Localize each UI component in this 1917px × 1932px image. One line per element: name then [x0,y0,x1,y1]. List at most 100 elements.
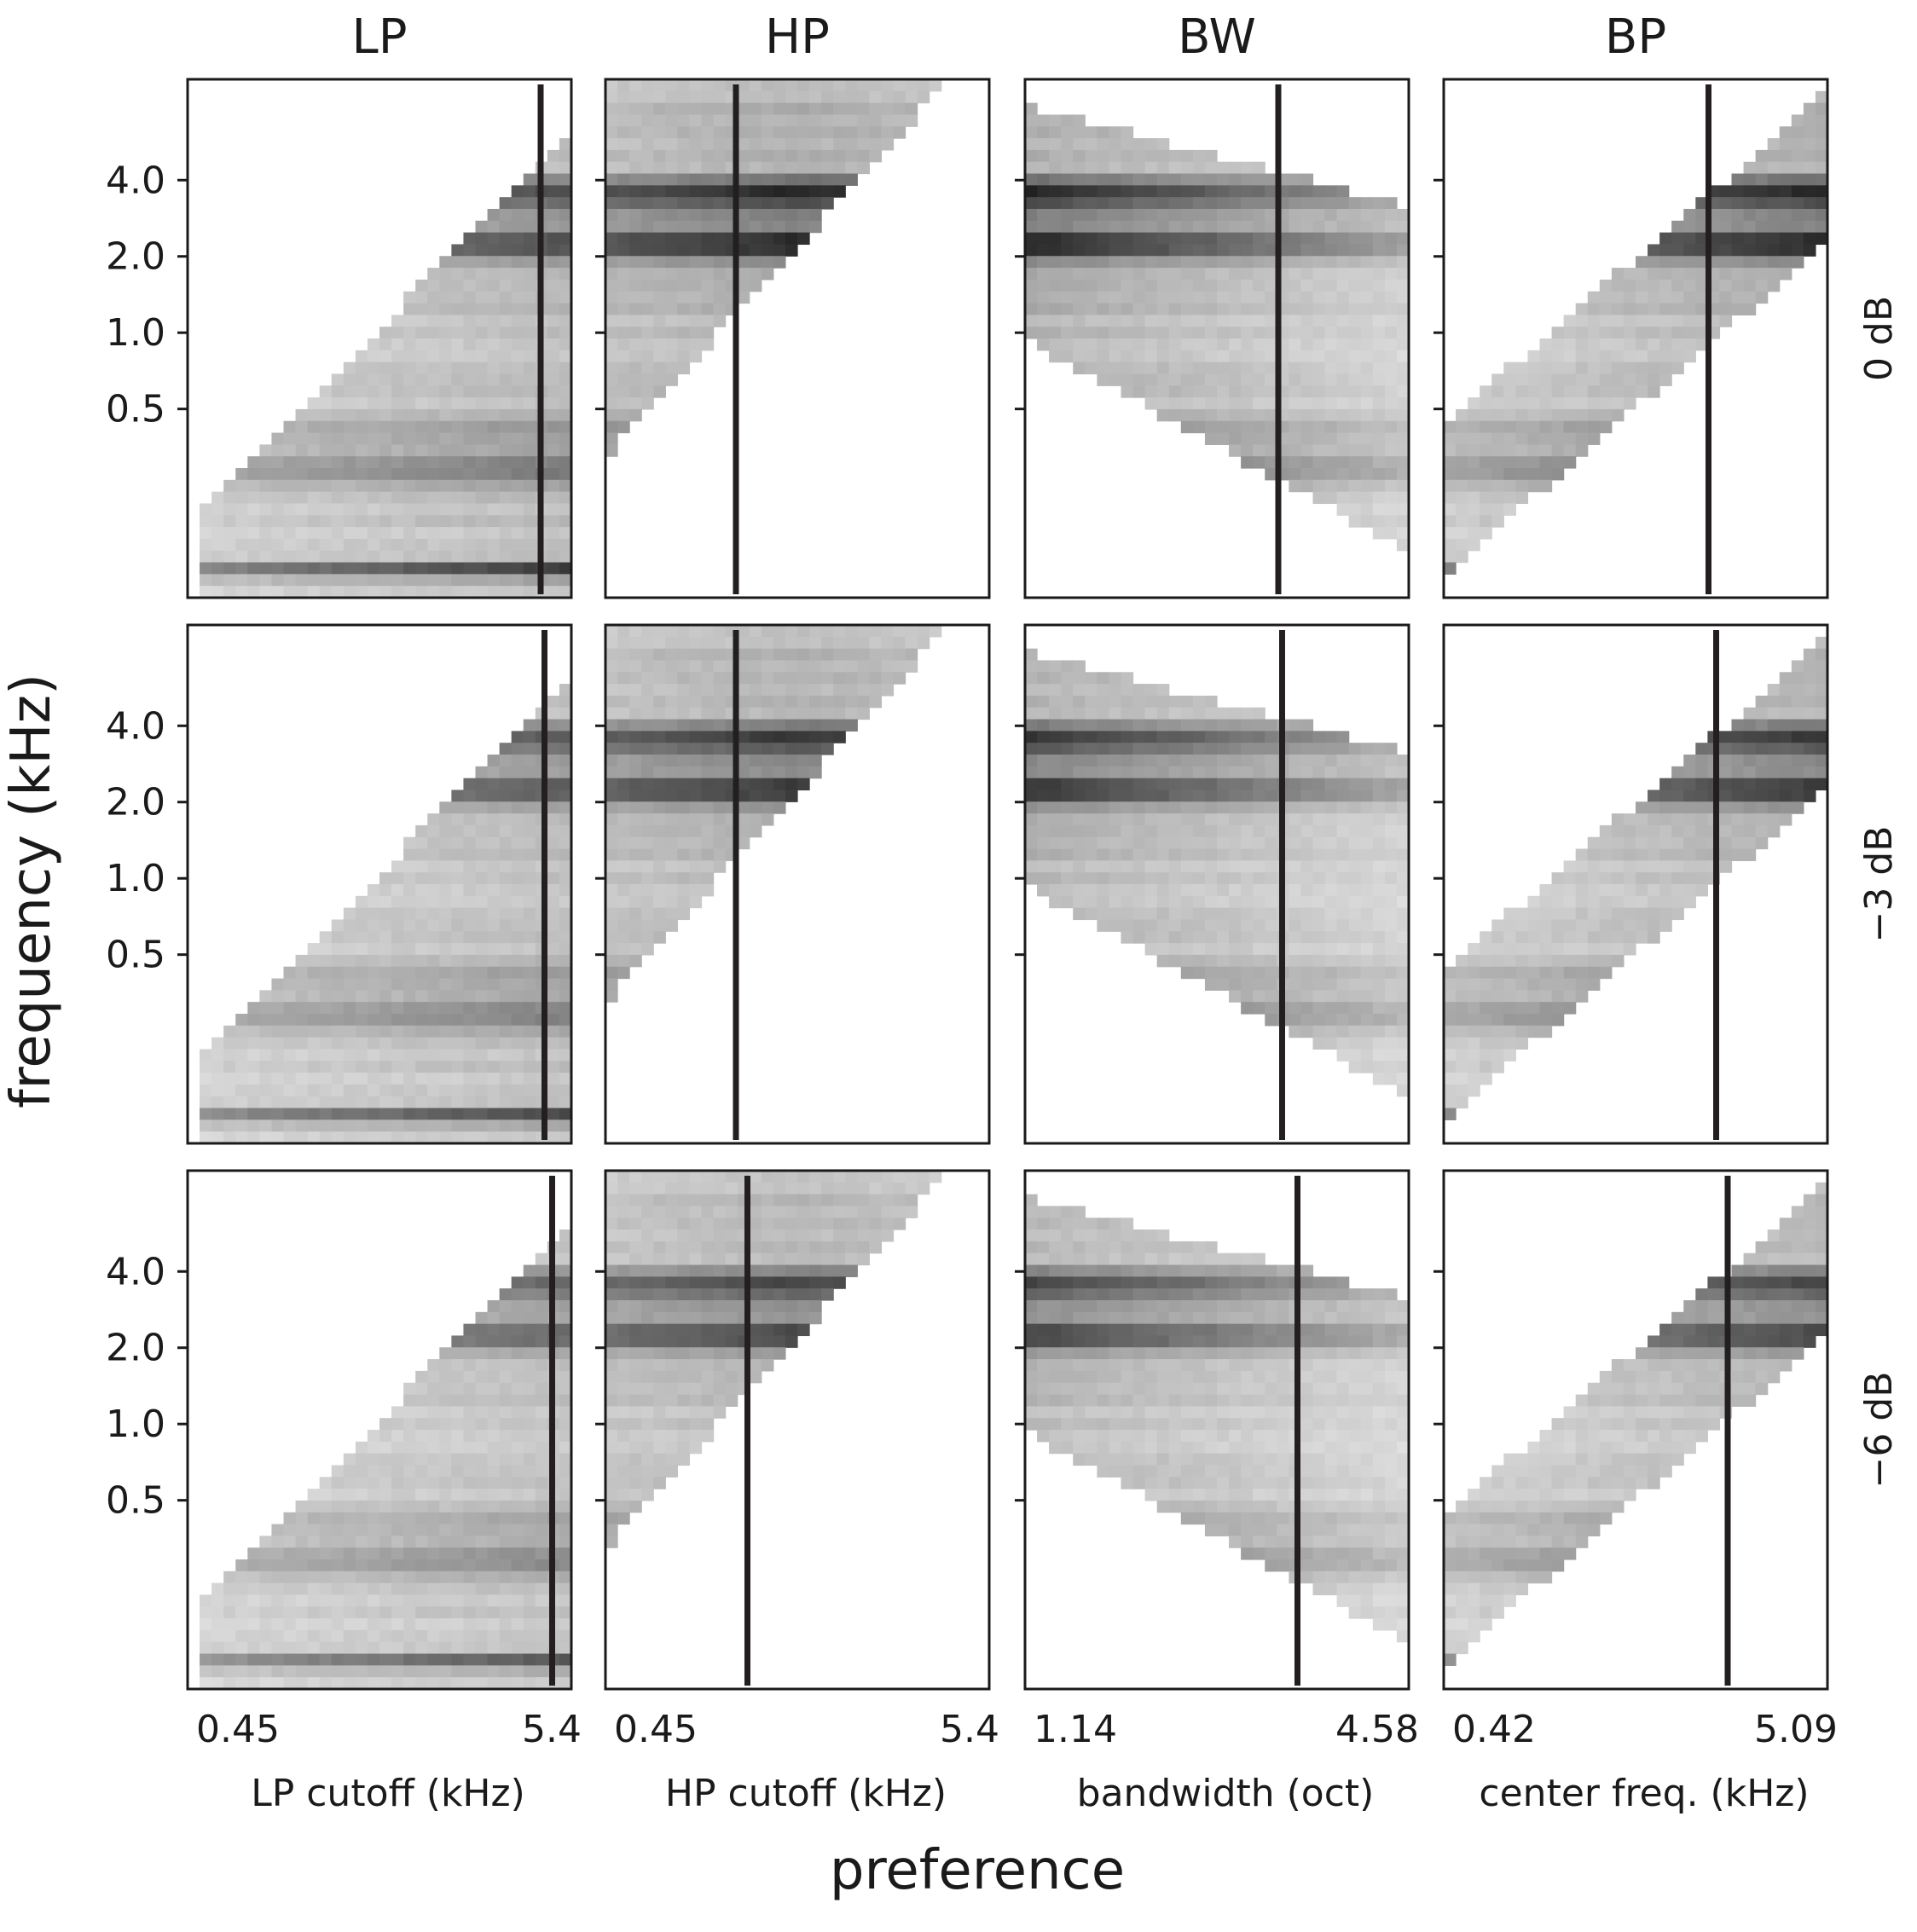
heatmap-cell [1300,256,1314,269]
heatmap-cell [617,672,630,685]
heatmap-cell [1037,743,1050,755]
heatmap-cell [343,1084,356,1097]
heatmap-cell [1312,315,1326,327]
heatmap-cell [1539,468,1553,481]
heatmap-cell [499,432,513,445]
heatmap-cell [1815,232,1828,246]
heatmap-cell [701,648,715,662]
heatmap-cell [1289,836,1302,850]
heatmap-cell [677,79,691,92]
heatmap-cell [737,778,750,791]
heatmap-cell [559,907,572,921]
heatmap-cell [1384,491,1398,505]
heatmap-cell [665,695,678,709]
heatmap-cell [821,79,834,92]
heatmap-cell [605,362,618,375]
heatmap-cell [1144,778,1158,791]
heatmap-cell [1109,824,1122,838]
heatmap-cell [1372,350,1386,363]
heatmap-cell [247,456,260,469]
heatmap-cell [1121,244,1134,257]
heatmap-cell [1539,479,1553,493]
heatmap-cell [295,978,309,991]
heatmap-cell [1324,444,1338,457]
heatmap-cell [1097,813,1110,826]
heatmap-cell [451,860,465,873]
heatmap-cell [785,79,798,92]
heatmap-cell [833,636,846,650]
heatmap-cell [1156,315,1170,327]
heatmap-cell [1144,149,1158,163]
heatmap-cell [1144,848,1158,861]
heatmap-cell [523,766,536,779]
heatmap-cell [1551,338,1565,351]
heatmap-cell [1037,303,1050,315]
heatmap-cell [523,1049,536,1061]
heatmap-cell [1575,420,1589,434]
heatmap-cell [761,102,774,116]
heatmap-cell [463,279,477,292]
heatmap-cell [1623,884,1636,897]
heatmap-cell [1156,279,1170,292]
heatmap-cell [1456,990,1468,1003]
heatmap-cell [1192,161,1206,175]
heatmap-cell [1192,695,1206,709]
heatmap-cell [1456,515,1468,528]
heatmap-cell [1396,315,1410,327]
heatmap-cell [1360,468,1374,481]
heatmap-cell [1396,362,1410,375]
heatmap-cell [307,966,321,980]
heatmap-cell [677,220,691,234]
heatmap-cell [1241,232,1254,246]
heatmap-cell [1527,362,1541,375]
heatmap-cell [427,1025,440,1038]
heatmap-cell [809,126,822,139]
heatmap-cell [1109,126,1122,139]
heatmap-cell [605,884,618,897]
heatmap-cell [1300,884,1314,897]
heatmap-cell [833,672,846,685]
heatmap-cell [689,813,703,826]
heatmap-cell [1253,954,1265,968]
heatmap-cell [1025,209,1038,222]
heatmap-cell [1132,232,1146,246]
heatmap-cell [1648,268,1660,281]
heatmap-cell [283,562,297,575]
heatmap-cell [1037,778,1050,791]
heatmap-cell [629,625,642,638]
heatmap-cell [653,895,666,909]
heatmap-cell [403,479,416,493]
heatmap-cell [559,538,572,552]
heatmap-cell [1300,766,1314,779]
heatmap-cell [475,303,489,315]
heatmap-cell [1456,1096,1468,1109]
heatmap-cell [1168,919,1182,932]
heatmap-cell [427,1394,440,1407]
heatmap-cell [1132,350,1146,363]
heatmap-cell [200,586,212,599]
heatmap-cell [1156,408,1170,422]
heatmap-cell [1156,291,1170,304]
heatmap-cell [451,1119,465,1132]
heatmap-cell [629,836,642,850]
heatmap-cell [1121,268,1134,281]
heatmap-cell [845,102,858,116]
heatmap-cell [1180,848,1194,861]
heatmap-cell [689,315,703,327]
heatmap-cell [1743,209,1757,222]
heatmap-cell [1384,1025,1398,1038]
heatmap-cell [1599,397,1613,410]
heatmap-cell [1025,173,1038,186]
heatmap-cell [439,1073,452,1085]
heatmap-cell [415,574,428,587]
heatmap-cell [1156,268,1170,281]
heatmap-cell [761,79,774,92]
heatmap-cell [1587,338,1601,351]
heatmap-cell [1636,385,1648,398]
heatmap-cell [1192,420,1206,434]
heatmap-cell [1348,848,1362,861]
heatmap-cell [1156,719,1170,732]
heatmap-cell [1456,978,1468,991]
heatmap-cell [1289,420,1302,434]
heatmap-cell [451,479,465,493]
